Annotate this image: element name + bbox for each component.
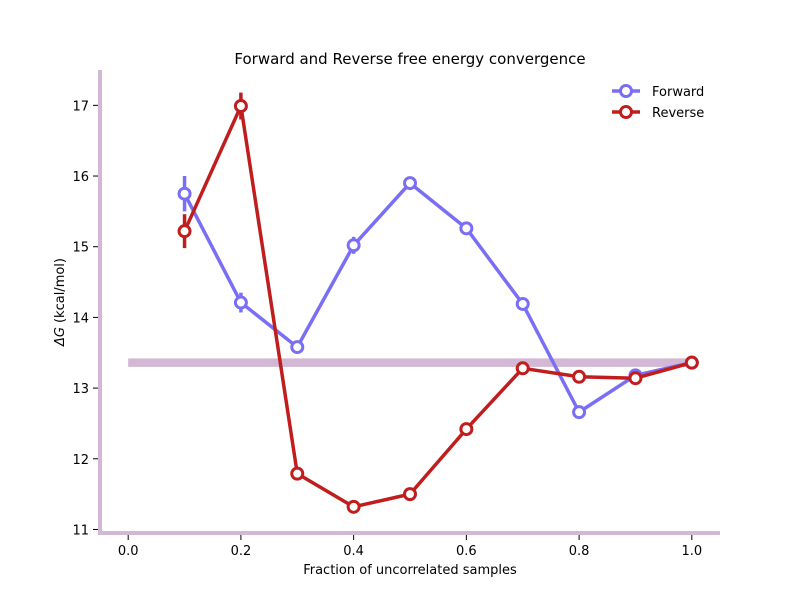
data-point-reverse bbox=[403, 487, 417, 502]
y-axis-label-unit: (kcal/mol) bbox=[53, 258, 68, 323]
data-point-forward bbox=[346, 238, 361, 253]
y-tick-label: 17 bbox=[72, 99, 89, 114]
x-tick-label: 0.0 bbox=[118, 544, 139, 559]
x-axis-label: Fraction of uncorrelated samples bbox=[303, 563, 517, 578]
reference-band bbox=[128, 358, 692, 367]
x-tick-label: 0.2 bbox=[231, 544, 252, 559]
x-tick-label: 0.6 bbox=[456, 544, 477, 559]
y-tick-label: 15 bbox=[72, 241, 89, 256]
data-point-forward bbox=[233, 295, 248, 310]
data-point-forward bbox=[572, 405, 587, 420]
data-point-forward bbox=[290, 340, 305, 355]
y-axis-label-symbol: ΔG bbox=[53, 327, 68, 347]
data-point-reverse bbox=[459, 422, 474, 437]
plot-area: 0.0 0.2 0.4 0.6 0.8 1.0 11 12 13 14 15 16 17 bbox=[72, 70, 720, 559]
data-point-reverse bbox=[684, 355, 699, 370]
data-point-reverse bbox=[177, 224, 192, 239]
series-reverse bbox=[177, 92, 699, 514]
y-tick-label: 16 bbox=[72, 170, 89, 185]
data-point-forward bbox=[459, 221, 474, 236]
data-point-forward bbox=[403, 176, 417, 191]
series-line-reverse bbox=[182, 104, 694, 509]
x-tick-label: 0.8 bbox=[569, 544, 590, 559]
y-tick-label: 14 bbox=[72, 311, 89, 326]
data-point-reverse bbox=[233, 99, 248, 114]
y-tick-label: 11 bbox=[72, 523, 89, 538]
y-axis-label: ΔG (kcal/mol) bbox=[53, 258, 68, 347]
x-tick-label: 1.0 bbox=[681, 544, 702, 559]
legend-swatch-marker-reverse bbox=[619, 105, 633, 119]
data-point-forward bbox=[515, 296, 530, 311]
legend-label-reverse: Reverse bbox=[652, 106, 704, 121]
data-point-forward bbox=[177, 186, 192, 201]
data-point-reverse bbox=[628, 371, 643, 386]
data-point-reverse bbox=[572, 369, 587, 384]
series-line-forward bbox=[182, 181, 694, 414]
legend-label-forward: Forward bbox=[652, 85, 704, 100]
y-tick-label: 13 bbox=[72, 382, 89, 397]
data-point-reverse bbox=[290, 466, 305, 481]
chart-title: Forward and Reverse free energy converge… bbox=[234, 50, 585, 68]
data-point-reverse bbox=[515, 361, 530, 376]
legend-swatch-marker-forward bbox=[619, 84, 633, 98]
legend: Forward Reverse bbox=[612, 84, 704, 121]
y-tick-label: 12 bbox=[72, 453, 89, 468]
x-tick-label: 0.4 bbox=[343, 544, 364, 559]
data-point-reverse bbox=[346, 499, 361, 514]
